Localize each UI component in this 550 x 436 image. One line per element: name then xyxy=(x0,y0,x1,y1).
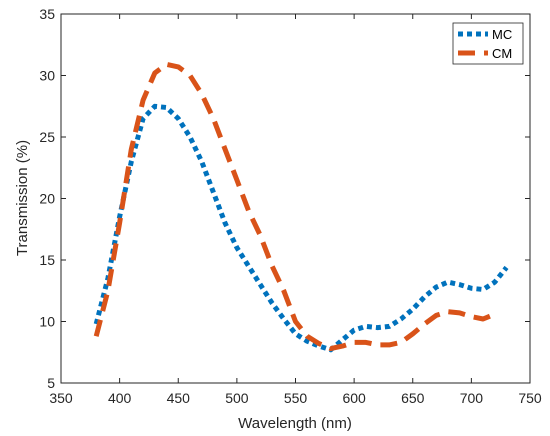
x-tick-label: 500 xyxy=(225,390,249,406)
y-tick-label: 20 xyxy=(39,191,55,207)
x-tick-label: 700 xyxy=(460,390,484,406)
legend: MC CM xyxy=(452,22,524,65)
x-tick-label: 450 xyxy=(167,390,191,406)
legend-label-mc: MC xyxy=(492,27,512,42)
legend-label-cm: CM xyxy=(492,46,512,61)
x-tick-label: 350 xyxy=(49,390,73,406)
y-tick-label: 5 xyxy=(47,375,55,391)
y-tick-label: 25 xyxy=(39,129,55,145)
y-axis: 5 10 15 20 25 30 35 xyxy=(39,6,530,391)
x-tick-label: 600 xyxy=(342,390,366,406)
x-axis: 350 400 450 500 550 600 650 700 750 xyxy=(49,14,542,406)
y-tick-label: 10 xyxy=(39,314,55,330)
series-layer xyxy=(93,61,509,353)
x-axis-label: Wavelength (nm) xyxy=(238,415,352,432)
y-tick-label: 30 xyxy=(39,68,55,84)
series-line-cm xyxy=(93,61,496,352)
y-tick-label: 35 xyxy=(39,6,55,22)
x-tick-label: 400 xyxy=(108,390,132,406)
x-tick-label: 750 xyxy=(518,390,542,406)
series-line-mc xyxy=(93,103,509,353)
plot-background xyxy=(61,14,530,383)
x-tick-label: 550 xyxy=(284,390,308,406)
legend-box xyxy=(452,22,524,65)
y-tick-label: 15 xyxy=(39,252,55,268)
y-axis-label: Transmission (%) xyxy=(14,140,31,256)
x-tick-label: 650 xyxy=(401,390,425,406)
